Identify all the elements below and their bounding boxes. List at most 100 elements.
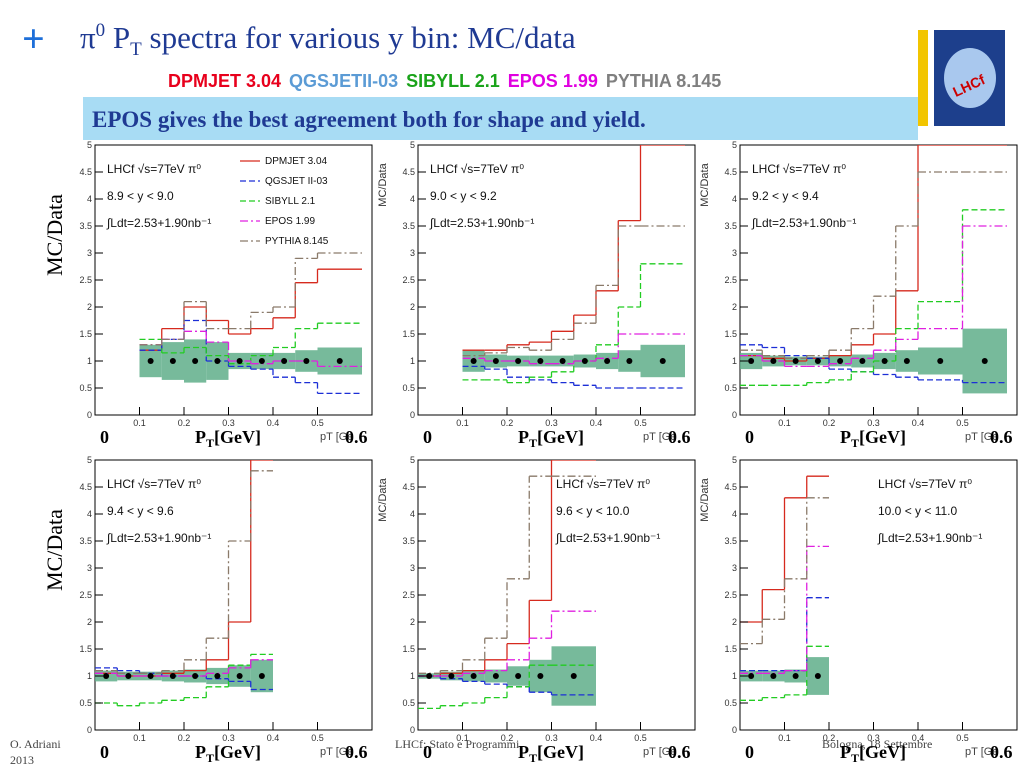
data-point [147,673,154,679]
x-tick-label: 0.3 [222,418,235,428]
x-axis-title: pT [Ge [643,746,676,758]
overlay-p: P [195,427,206,447]
y-tick-label: 1.5 [79,329,92,339]
y-tick-label: 2 [732,617,737,627]
x-axis-title: pT [Ge [965,746,998,758]
panel: 0 0.5 1 1.5 2 2.5 3 3.5 4 4.5 5 0.1 0.2 0.3 0.4 0.5 LHCf… [699,140,1018,450]
y-tick-label: 3.5 [724,536,737,546]
data-point [258,673,265,679]
data-point [470,358,477,364]
annotation: LHCf √s=7TeV π⁰ [752,162,846,176]
overlay-right: 0.6 [345,742,368,762]
y-tick-label: 4 [87,194,92,204]
x-tick-label: 0.4 [590,418,603,428]
overlay-axis: PT[GeV] [840,427,906,450]
data-point [748,673,755,679]
overlay-right: 0.6 [990,742,1013,762]
data-point [937,358,944,364]
model-name: DPMJET 3.04 [168,71,281,91]
x-tick-label: 0.1 [133,418,146,428]
y-tick-label: 3.5 [724,221,737,231]
overlay-sub: T [529,436,537,450]
legend-label: QGSJET II-03 [265,176,328,187]
overlay-right: 0.6 [345,427,368,447]
y-tick-label: 0.5 [402,383,415,393]
y-tick-label: 0.5 [724,698,737,708]
panel: 0 0.5 1 1.5 2 2.5 3 3.5 4 4.5 5 0.1 0.2 0.3 0.4 0.5 LHCf… [377,455,696,765]
data-point [214,358,221,364]
data-point [103,673,110,679]
data-point [659,358,666,364]
y-tick-label: 0 [87,410,92,420]
y-tick-label: 1.5 [724,644,737,654]
data-point [570,673,577,679]
data-point [770,673,777,679]
x-tick-label: 0.5 [634,733,647,743]
overlay-unit: [GeV] [537,742,584,762]
data-point [559,358,566,364]
x-tick-label: 0.2 [823,733,836,743]
overlay-axis: PT[GeV] [195,427,261,450]
overlay-left: 0 [423,427,432,447]
y-axis-title: MC/Data [42,194,67,276]
data-point [426,673,433,679]
data-point [859,358,866,364]
x-tick-label: 0.2 [823,418,836,428]
legend-label: DPMJET 3.04 [265,156,327,167]
data-point [748,358,755,364]
y-tick-label: 5 [87,140,92,150]
data-point [125,673,132,679]
y-tick-label: 3.5 [402,536,415,546]
panel: 0 0.5 1 1.5 2 2.5 3 3.5 4 4.5 5 0.1 0.2 0.3 0.4 0.5 LHCf… [42,140,373,450]
overlay-right: 0.6 [990,427,1013,447]
data-point [604,358,611,364]
title-part: P [105,20,130,55]
legend-label: EPOS 1.99 [265,216,315,227]
annotation: 9.4 < y < 9.6 [107,504,174,518]
footer-author: O. Adriani [10,737,61,751]
x-tick-label: 0.5 [311,733,324,743]
overlay-sub: T [206,751,214,765]
data-point [303,358,310,364]
annotation: 10.0 < y < 11.0 [878,504,957,518]
y-tick-label: 1 [410,356,415,366]
y-tick-label: 1 [732,671,737,681]
highlight-box [83,97,918,140]
overlay-sub: T [206,436,214,450]
legend-label: SIBYLL 2.1 [265,196,316,207]
data-point [981,358,988,364]
panel: 0 0.5 1 1.5 2 2.5 3 3.5 4 4.5 5 0.1 0.2 0.3 0.4 0.5 LHCf… [699,455,1018,765]
data-point [837,358,844,364]
x-tick-label: 0.2 [178,733,191,743]
footer-year: 2013 [10,753,34,767]
annotation: LHCf √s=7TeV π⁰ [878,477,972,491]
y-tick-label: 4 [87,509,92,519]
y-tick-label: 1 [87,671,92,681]
data-point [214,673,221,679]
y-tick-label: 4.5 [724,167,737,177]
overlay-sub: T [851,436,859,450]
x-tick-label: 0.5 [956,418,969,428]
plot-frame [94,459,373,731]
annotation: ∫Ldt=2.53+1.90nb⁻¹ [106,216,211,230]
x-tick-label: 0.4 [912,733,925,743]
annotation: ∫Ldt=2.53+1.90nb⁻¹ [429,216,534,230]
x-tick-label: 0.4 [590,733,603,743]
y-tick-label: 0 [732,410,737,420]
annotation: LHCf √s=7TeV π⁰ [430,162,524,176]
x-axis-title: pT [Ge [965,431,998,443]
x-tick-label: 0.3 [867,418,880,428]
title-part: 0 [96,20,106,41]
x-tick-label: 0.3 [867,733,880,743]
logo-globe [944,48,996,108]
bullet-plus: + [22,16,45,61]
y-tick-label: 5 [87,455,92,465]
plot-area [740,145,1007,394]
data-point [448,673,455,679]
plot-area [740,475,829,701]
data-point [236,673,243,679]
overlay-left: 0 [100,427,109,447]
logo-bar [918,30,928,126]
y-tick-label: 0 [410,410,415,420]
